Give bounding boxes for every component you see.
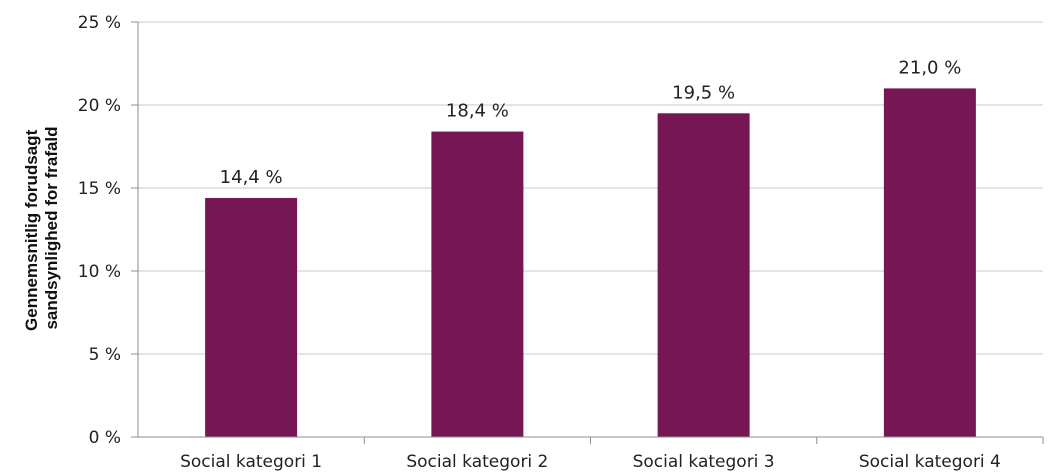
- data-labels: 14,4 % 18,4 % 19,5 % 21,0 %: [220, 57, 962, 188]
- bars: [205, 88, 976, 438]
- y-tick-labels: 0 % 5 % 10 % 15 % 20 % 25 %: [78, 13, 121, 448]
- y-tick-label: 0 %: [89, 428, 121, 448]
- bar: [657, 113, 750, 438]
- bar: [205, 197, 298, 437]
- y-axis-label: Gennemsnitlig forudsagt sandsynlighed fo…: [22, 125, 61, 331]
- x-tick-label: Social kategori 3: [633, 452, 775, 472]
- data-label: 21,0 %: [898, 57, 961, 78]
- bar: [431, 131, 524, 437]
- x-tick-label: Social kategori 2: [406, 452, 548, 472]
- data-label: 19,5 %: [672, 82, 735, 103]
- y-axis-label-line-2: sandsynlighed for frafald: [42, 126, 61, 329]
- data-label: 18,4 %: [446, 101, 509, 122]
- y-tick-label: 20 %: [78, 96, 121, 116]
- y-tick-label: 15 %: [78, 179, 121, 199]
- axes: [131, 21, 1044, 444]
- y-tick-label: 10 %: [78, 262, 121, 282]
- x-tick-labels: Social kategori 1 Social kategori 2 Social…: [180, 452, 1001, 472]
- data-label: 14,4 %: [220, 167, 283, 188]
- y-tick-label: 5 %: [89, 345, 121, 365]
- y-tick-label: 25 %: [78, 13, 121, 33]
- x-tick-label: Social kategori 4: [859, 452, 1001, 472]
- bar: [883, 88, 976, 438]
- y-axis-label-line-1: Gennemsnitlig forudsagt: [22, 129, 41, 331]
- x-tick-label: Social kategori 1: [180, 452, 322, 472]
